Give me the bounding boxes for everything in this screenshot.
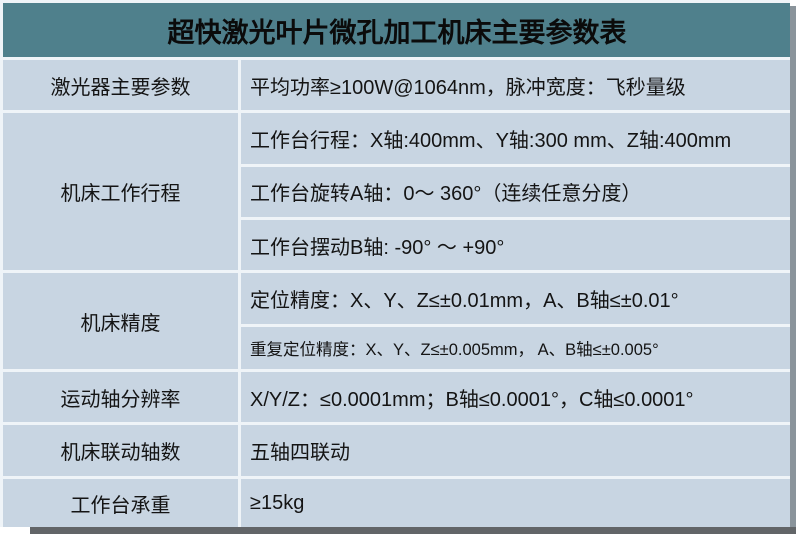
row-label-axis-resolution: 运动轴分辨率 (3, 371, 238, 423)
table-drop-shadow-right (790, 6, 796, 527)
machine-parameter-table: 超快激光叶片微孔加工机床主要参数表 激光器主要参数 平均功率≥100W@1064… (0, 0, 790, 527)
row-label-linked-axes: 机床联动轴数 (3, 425, 238, 476)
row-value-linked-axes: 五轴四联动 (241, 425, 790, 476)
row-value-table-travel: 工作台行程：X轴:400mm、Y轴:300 mm、Z轴:400mm (241, 113, 790, 164)
parameter-table: 超快激光叶片微孔加工机床主要参数表 激光器主要参数 平均功率≥100W@1064… (0, 0, 790, 527)
row-value-axis-resolution: X/Y/Z：≤0.0001mm；B轴≤0.0001°，C轴≤0.0001° (241, 371, 790, 423)
row-value-table-load: ≥15kg (241, 478, 790, 527)
row-label-machine-accuracy: 机床精度 (3, 273, 238, 369)
row-label-laser-params: 激光器主要参数 (3, 60, 238, 111)
row-value-rotation-a-axis: 工作台旋转A轴：0～ 360°（连续任意分度） (241, 166, 790, 218)
row-label-work-travel: 机床工作行程 (3, 113, 238, 271)
row-label-table-load: 工作台承重 (3, 478, 238, 527)
row-value-positioning-accuracy: 定位精度：X、Y、Z≤±0.01mm，A、B轴≤±0.01° (241, 273, 790, 324)
row-value-laser-params: 平均功率≥100W@1064nm，脉冲宽度：飞秒量级 (241, 60, 790, 111)
row-value-repeat-accuracy: 重复定位精度：X、Y、Z≤±0.005mm， A、B轴≤±0.005° (241, 326, 790, 369)
table-drop-shadow-bottom (30, 527, 796, 534)
table-title: 超快激光叶片微孔加工机床主要参数表 (3, 3, 790, 57)
row-value-swing-b-axis: 工作台摆动B轴: -90° ～ +90° (241, 220, 790, 271)
